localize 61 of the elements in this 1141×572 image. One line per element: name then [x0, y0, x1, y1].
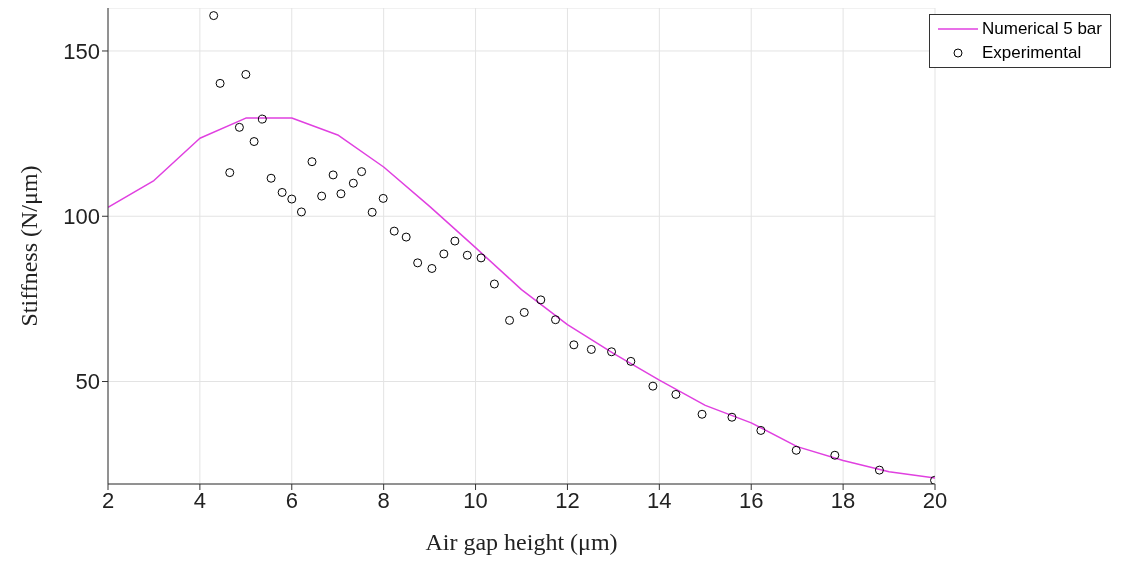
y-axis-title: Stiffness (N/μm) — [15, 165, 42, 327]
y-tick-label: 150 — [63, 38, 100, 64]
point — [830, 450, 840, 460]
point — [307, 157, 317, 167]
x-tick-label: 12 — [555, 487, 580, 513]
point — [476, 253, 486, 263]
point — [450, 236, 460, 246]
point — [626, 356, 636, 366]
point — [317, 191, 327, 201]
x-tick-label: 8 — [377, 487, 390, 513]
point — [648, 381, 658, 391]
point — [401, 232, 411, 242]
point — [536, 295, 546, 305]
y-tick-label: 50 — [75, 369, 100, 395]
point — [209, 11, 219, 21]
x-tick-label: 4 — [193, 487, 207, 513]
x-axis-title: Air gap height (μm) — [425, 529, 618, 555]
x-tick-label: 14 — [647, 487, 672, 513]
legend-label: Numerical 5 bar — [982, 19, 1102, 39]
point — [413, 258, 423, 268]
point — [287, 194, 297, 204]
point — [348, 178, 358, 188]
point — [296, 207, 306, 217]
point — [462, 250, 472, 260]
x-tick-label: 20 — [922, 487, 948, 513]
x-tick-label: 10 — [463, 487, 488, 513]
point — [505, 315, 515, 325]
legend-label: Experimental — [982, 43, 1082, 63]
point — [874, 465, 884, 475]
point — [234, 122, 244, 132]
point — [727, 412, 737, 422]
point — [551, 315, 560, 325]
point — [791, 445, 801, 455]
point — [277, 187, 287, 197]
point — [489, 279, 499, 289]
point — [241, 69, 251, 79]
point — [427, 263, 437, 273]
point — [367, 207, 377, 217]
x-tick-label: 18 — [830, 487, 856, 513]
point — [389, 226, 399, 236]
point — [215, 78, 225, 88]
point — [607, 347, 617, 357]
point — [586, 344, 596, 354]
point — [439, 249, 449, 259]
point — [328, 170, 338, 180]
point — [249, 137, 259, 147]
point — [225, 168, 235, 178]
point — [336, 189, 346, 199]
point — [569, 340, 579, 350]
point — [519, 307, 529, 317]
x-tick-label: 2 — [101, 487, 115, 513]
point — [266, 173, 276, 183]
x-tick-label: 6 — [285, 487, 298, 513]
point — [357, 167, 367, 177]
y-tick-label: 100 — [63, 204, 100, 230]
point — [671, 389, 681, 399]
point — [378, 193, 388, 203]
x-tick-label: 16 — [738, 487, 764, 513]
point — [756, 425, 766, 435]
point — [257, 114, 267, 124]
point — [697, 409, 707, 419]
